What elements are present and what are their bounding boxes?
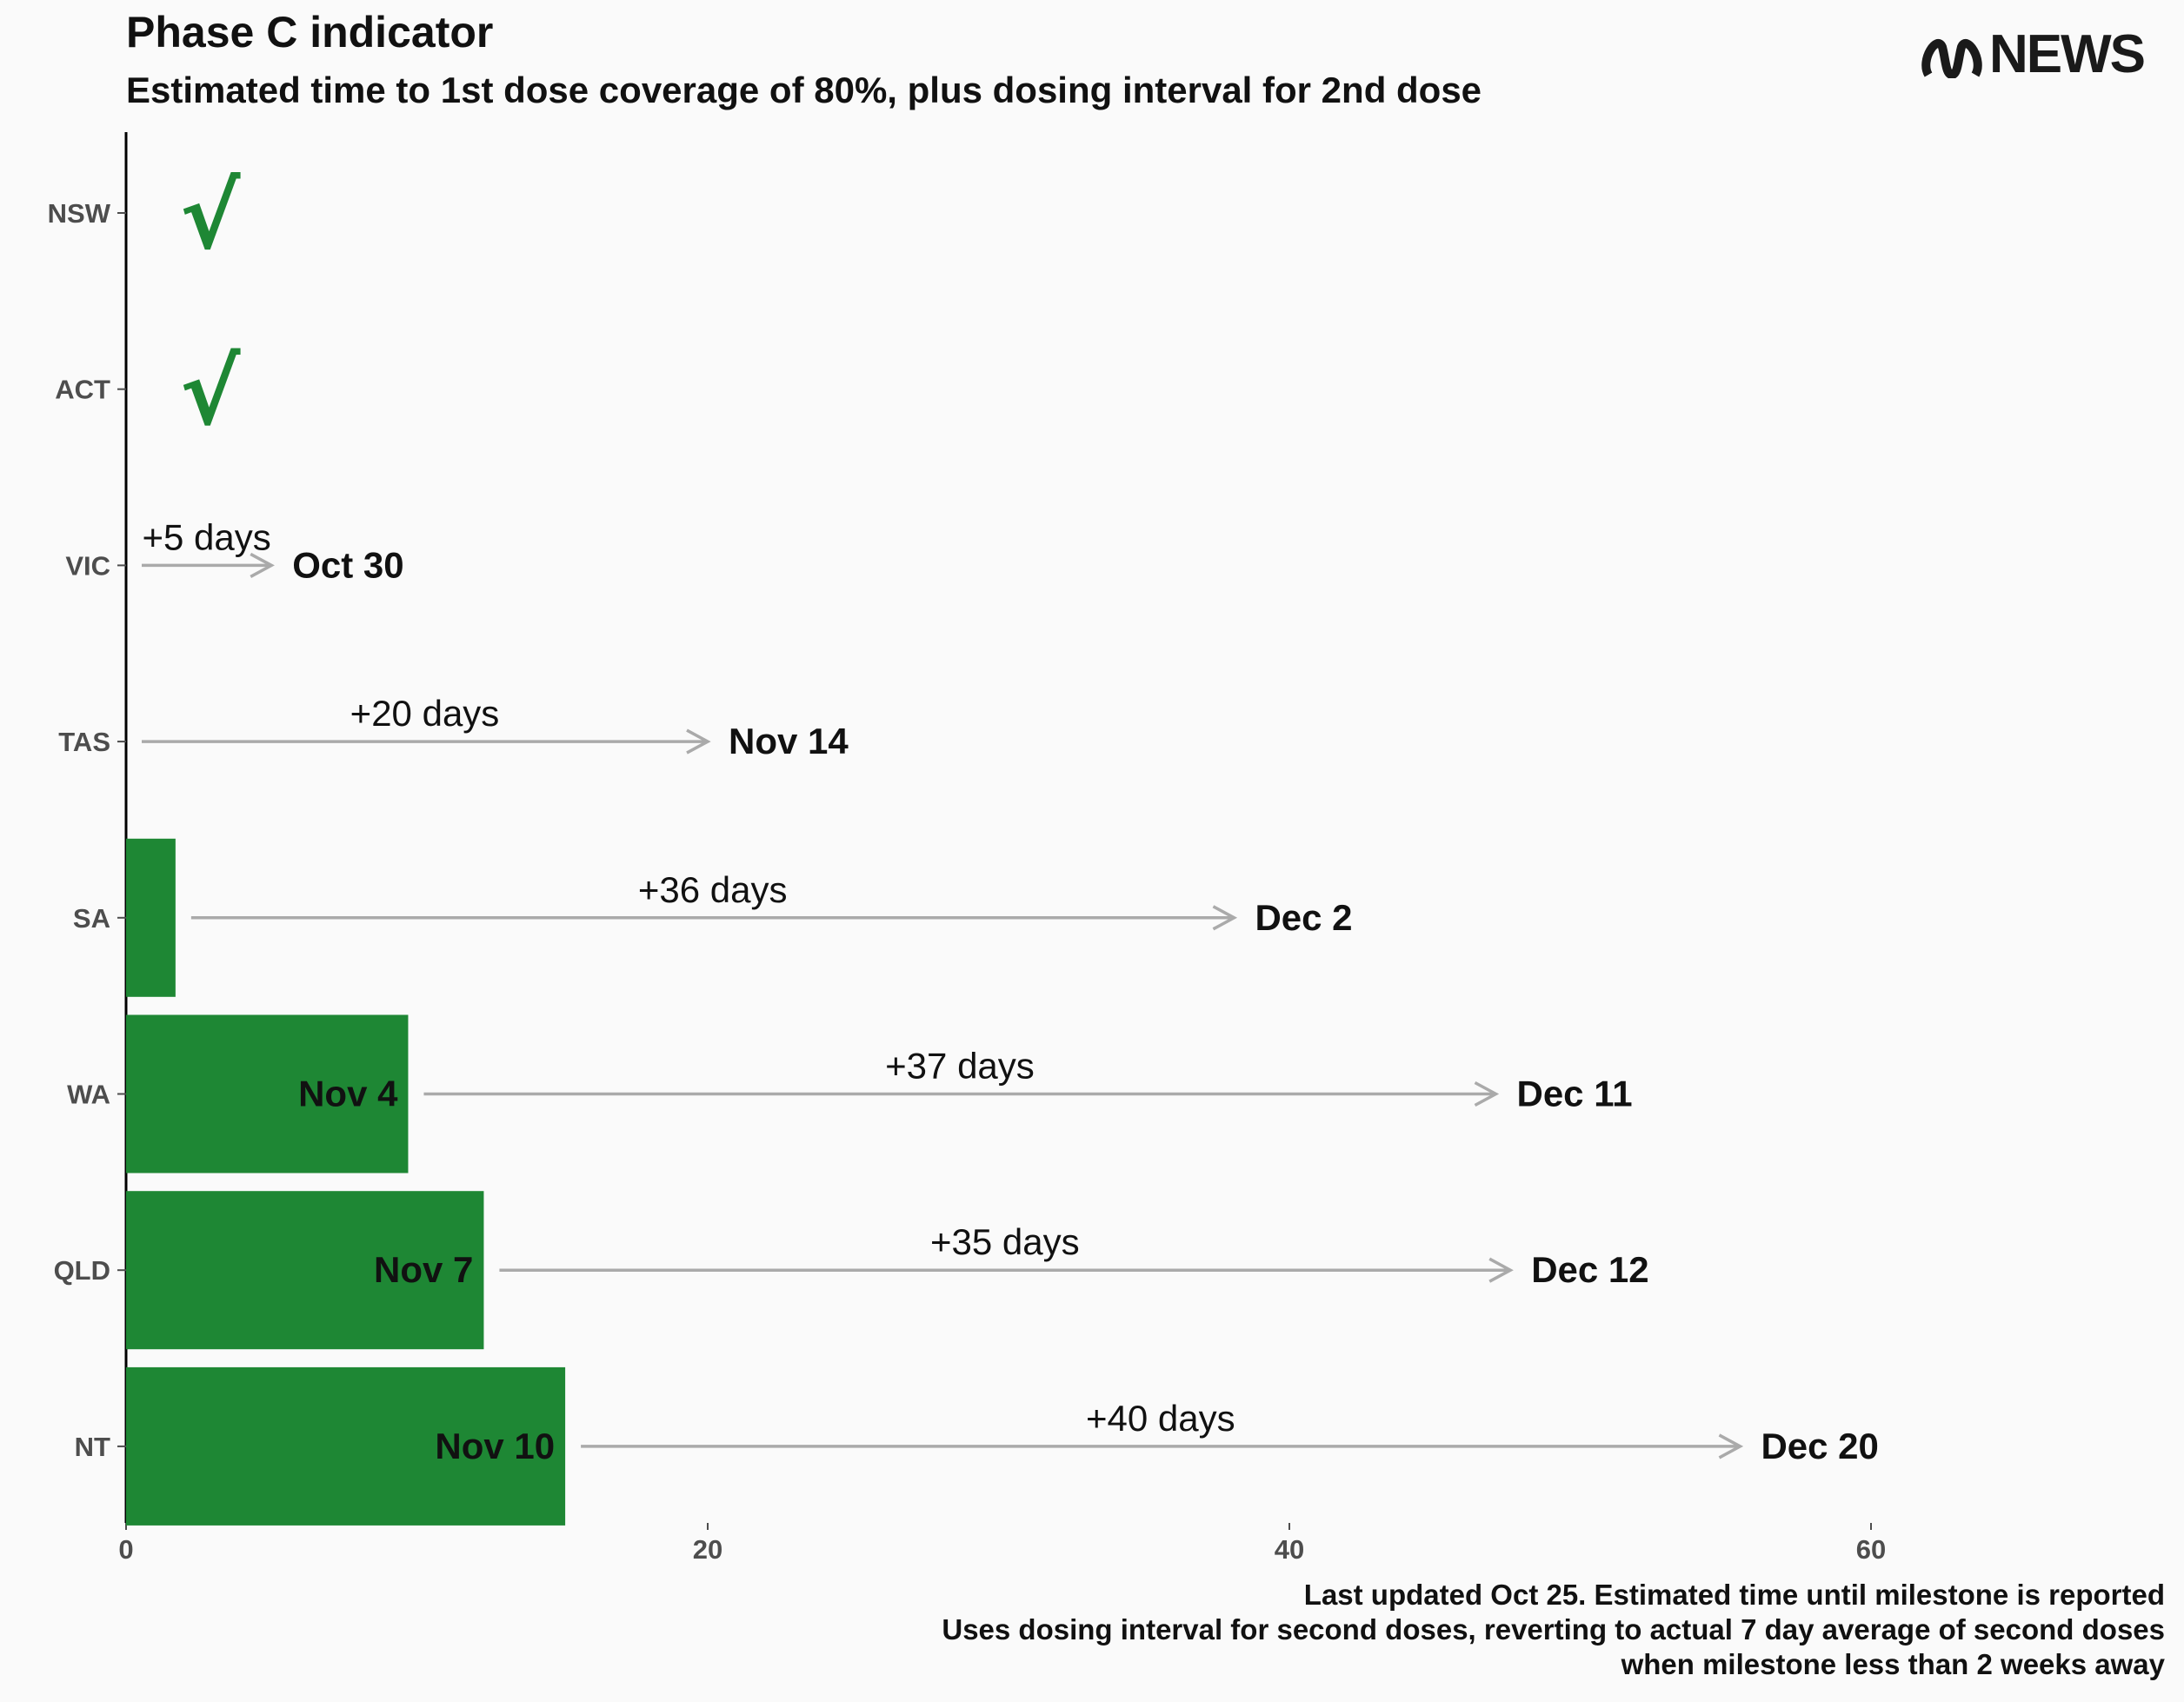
first-dose-bar	[126, 1191, 484, 1350]
first-dose-date-label: Nov 10	[435, 1426, 555, 1466]
second-dose-arrowhead	[1474, 1080, 1500, 1107]
first-dose-bar	[126, 838, 176, 997]
x-tick-label: 40	[1275, 1534, 1304, 1565]
y-tick-label: VIC	[65, 550, 110, 581]
second-dose-arrowhead	[1212, 905, 1238, 931]
chart-subtitle: Estimated time to 1st dose coverage of 8…	[126, 70, 1482, 110]
y-tick-label: ACT	[55, 375, 110, 405]
x-tick-label: 20	[693, 1534, 722, 1565]
caption-line-1: Last updated Oct 25. Estimated time unti…	[1303, 1579, 2165, 1611]
second-dose-interval-label: +37 days	[885, 1046, 1035, 1087]
second-dose-interval-label: +36 days	[638, 869, 788, 910]
second-dose-arrowhead	[1488, 1257, 1514, 1283]
y-tick-label: WA	[67, 1080, 110, 1110]
first-dose-bar	[126, 1014, 409, 1173]
second-dose-date-label: Oct 30	[292, 544, 403, 585]
second-dose-interval-label: +40 days	[1086, 1398, 1235, 1439]
second-dose-date-label: Nov 14	[729, 721, 849, 761]
second-dose-date-label: Dec 12	[1531, 1249, 1648, 1290]
second-dose-date-label: Dec 11	[1516, 1074, 1632, 1114]
first-dose-bar	[126, 1366, 566, 1526]
second-dose-arrowhead	[250, 552, 275, 578]
y-tick-label: NT	[75, 1432, 110, 1462]
chart-caption: Last updated Oct 25. Estimated time unti…	[942, 1578, 2165, 1682]
y-tick-label: NSW	[48, 198, 111, 229]
caption-line-2: Uses dosing interval for second doses, r…	[942, 1613, 2165, 1645]
check-icon: √	[180, 340, 241, 446]
first-dose-date-label: Nov 4	[298, 1074, 398, 1114]
x-tick-label: 60	[1856, 1534, 1886, 1565]
second-dose-interval-label: +5 days	[142, 516, 270, 557]
abc-news-logo: NEWS	[1920, 24, 2146, 84]
caption-line-3: when milestone less than 2 weeks away	[1621, 1648, 2165, 1680]
y-tick-label: TAS	[58, 727, 110, 757]
second-dose-interval-label: +35 days	[930, 1221, 1080, 1262]
x-tick-label: 0	[118, 1534, 133, 1565]
check-icon: √	[180, 163, 241, 269]
y-tick-label: QLD	[54, 1255, 110, 1286]
abc-logo-icon	[1921, 39, 1982, 78]
second-dose-date-label: Dec 2	[1255, 897, 1352, 938]
first-dose-date-label: Nov 7	[374, 1249, 473, 1290]
chart-title: Phase C indicator	[126, 8, 494, 57]
logo-text: NEWS	[1989, 23, 2146, 84]
y-tick-label: SA	[73, 903, 110, 934]
second-dose-arrowhead	[1718, 1433, 1744, 1459]
second-dose-arrowhead	[686, 728, 711, 755]
second-dose-interval-label: +20 days	[350, 693, 500, 734]
second-dose-date-label: Dec 20	[1761, 1426, 1878, 1466]
